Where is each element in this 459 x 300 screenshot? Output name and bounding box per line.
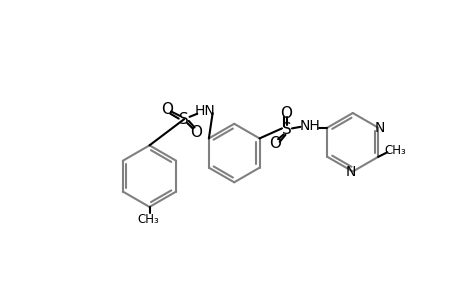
- Text: S: S: [281, 122, 291, 137]
- Text: HN: HN: [194, 104, 215, 118]
- Text: S: S: [179, 112, 189, 127]
- Text: CH₃: CH₃: [383, 144, 405, 157]
- Text: NH: NH: [299, 119, 319, 133]
- Text: O: O: [269, 136, 280, 151]
- Text: O: O: [280, 106, 292, 121]
- Text: N: N: [374, 121, 384, 135]
- Text: O: O: [189, 125, 202, 140]
- Text: N: N: [345, 164, 356, 178]
- Text: O: O: [161, 102, 173, 117]
- Text: CH₃: CH₃: [138, 213, 159, 226]
